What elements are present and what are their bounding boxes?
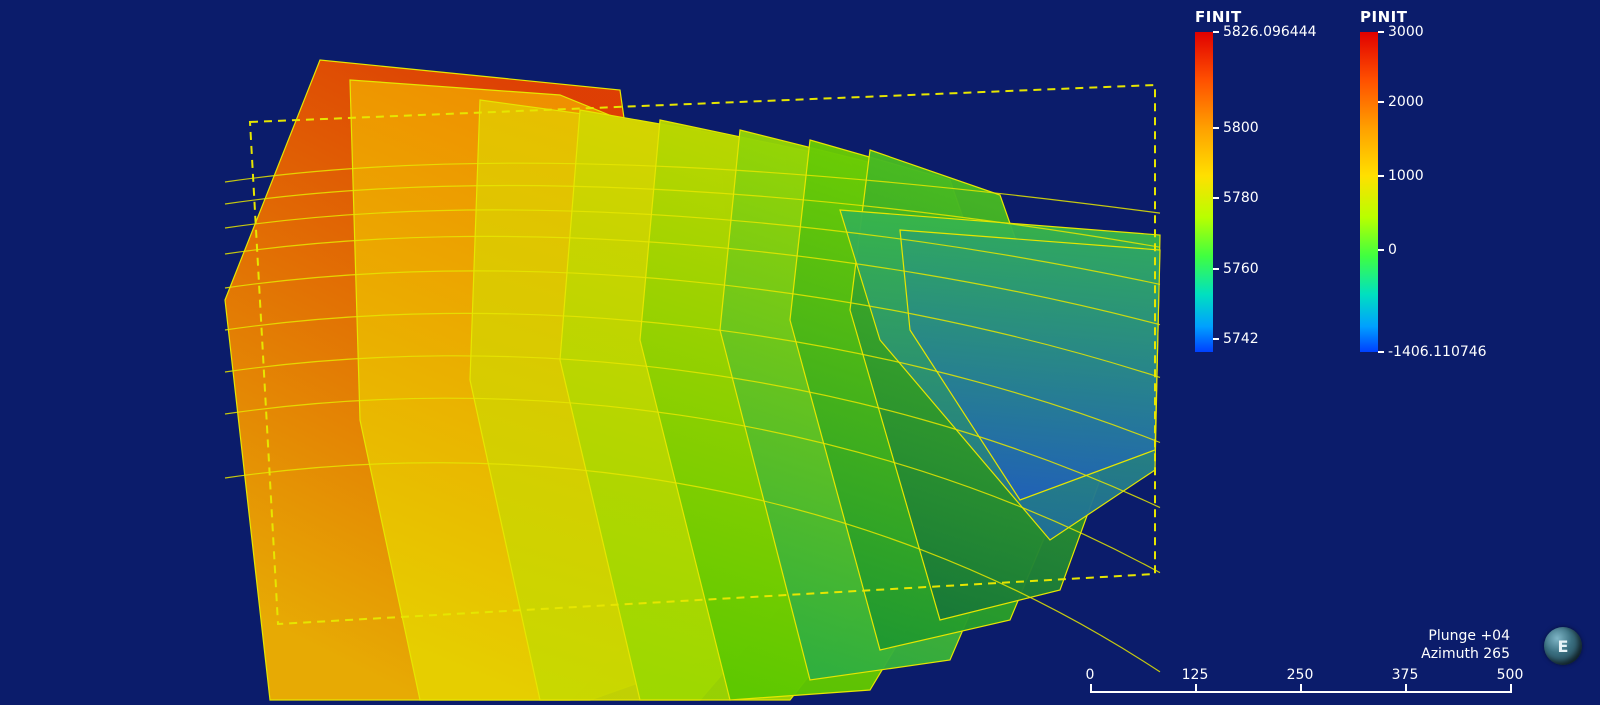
legend-tick-mark (1213, 268, 1219, 270)
legend-tick-label: 2000 (1388, 94, 1424, 110)
scalebar-tick (1510, 684, 1512, 693)
layer-wire (225, 271, 1160, 378)
legend-tick-label: 0 (1388, 242, 1397, 258)
layer-wire (225, 163, 1160, 213)
compass-face-label: E (1558, 637, 1569, 656)
layer-wire (225, 210, 1160, 284)
legend-tick: 0 (1378, 242, 1397, 258)
plunge-label: Plunge +04 (1421, 628, 1510, 646)
layer-wire (225, 186, 1160, 248)
scalebar-tick (1090, 684, 1092, 693)
bounding-box (250, 85, 1155, 624)
surface-sheet (720, 130, 1010, 680)
surface-sheet (840, 210, 1160, 540)
surface-sheet (790, 140, 1060, 650)
legend-tick-mark (1378, 249, 1384, 251)
legend-tick: 3000 (1378, 24, 1424, 40)
legend-tick-label: 5826.096444 (1223, 24, 1317, 40)
layer-wire (225, 236, 1160, 324)
legend-tick: 5742 (1213, 331, 1259, 347)
azimuth-label: Azimuth 265 (1421, 646, 1510, 664)
surface-sheet (470, 100, 820, 700)
colorbar-legend: FINIT5826.0964445800578057605742 (1195, 8, 1242, 352)
scale-bar: 0125250375500 (1090, 667, 1510, 695)
surface-sheet (900, 230, 1160, 500)
legend-tick: 5826.096444 (1213, 24, 1317, 40)
legend-tick-mark (1213, 197, 1219, 199)
surface-sheet (350, 80, 760, 700)
legend-tick-label: 1000 (1388, 168, 1424, 184)
layer-wire (225, 463, 1160, 672)
scalebar-tick (1300, 684, 1302, 693)
legend-tick: 5780 (1213, 190, 1259, 206)
legend-tick-label: -1406.110746 (1388, 344, 1487, 360)
legend-tick-mark (1213, 31, 1219, 33)
legend-tick-mark (1213, 127, 1219, 129)
surface-sheet (560, 110, 900, 700)
legend-tick: 1000 (1378, 168, 1424, 184)
scalebar-tick-label: 250 (1287, 667, 1314, 683)
surface-sheet (225, 60, 690, 700)
legend-tick-label: 5742 (1223, 331, 1259, 347)
colorbar-legend: PINIT3000200010000-1406.110746 (1360, 8, 1407, 352)
legend-tick-label: 5780 (1223, 190, 1259, 206)
scalebar-tick-label: 500 (1497, 667, 1524, 683)
legend-tick-label: 5760 (1223, 261, 1259, 277)
layer-wire (225, 398, 1160, 573)
orientation-compass[interactable]: E (1544, 627, 1582, 665)
scalebar-tick (1405, 684, 1407, 693)
legend-tick-mark (1378, 31, 1384, 33)
legend-tick-mark (1378, 351, 1384, 353)
legend-tick-mark (1213, 338, 1219, 340)
legend-tick: 2000 (1378, 94, 1424, 110)
layer-wire (225, 313, 1160, 442)
legend-colorbar: 3000200010000-1406.110746 (1360, 32, 1378, 352)
legend-tick-mark (1378, 175, 1384, 177)
scalebar-tick-label: 125 (1182, 667, 1209, 683)
legend-tick: 5800 (1213, 120, 1259, 136)
scalebar-tick (1195, 684, 1197, 693)
scalebar-tick-label: 0 (1086, 667, 1095, 683)
legend-colorbar: 5826.0964445800578057605742 (1195, 32, 1213, 352)
legend-tick-mark (1378, 101, 1384, 103)
legend-tick-label: 5800 (1223, 120, 1259, 136)
legend-tick: 5760 (1213, 261, 1259, 277)
legend-tick: -1406.110746 (1378, 344, 1487, 360)
legend-tick-label: 3000 (1388, 24, 1424, 40)
camera-readout: Plunge +04 Azimuth 265 (1421, 628, 1510, 663)
layer-wire (225, 356, 1160, 508)
scalebar-tick-label: 375 (1392, 667, 1419, 683)
surface-sheet (850, 150, 1100, 620)
surface-sheet (640, 120, 960, 700)
